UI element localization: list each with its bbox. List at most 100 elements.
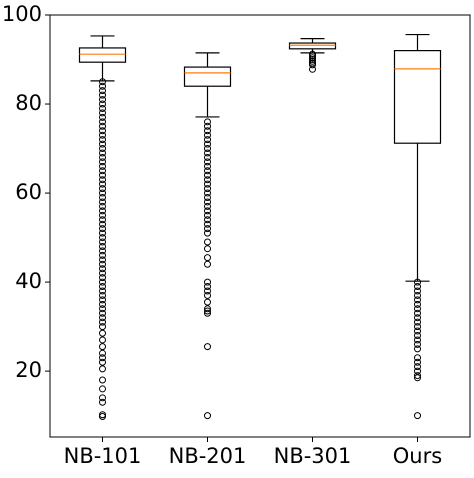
- outlier: [99, 343, 106, 351]
- outlier: [204, 122, 211, 130]
- outlier: [99, 122, 106, 130]
- outlier: [99, 274, 106, 282]
- outlier: [204, 185, 211, 193]
- outlier: [99, 216, 106, 224]
- outlier: [204, 131, 211, 139]
- outlier: [414, 309, 421, 317]
- outlier: [204, 229, 211, 237]
- box: [288, 42, 337, 50]
- outlier: [99, 207, 106, 215]
- outlier: [99, 171, 106, 179]
- outlier: [99, 176, 106, 184]
- outlier: [99, 349, 106, 357]
- outlier: [414, 327, 421, 335]
- outlier: [99, 296, 106, 304]
- outlier: [99, 145, 106, 153]
- outlier: [204, 162, 211, 170]
- outlier: [99, 194, 106, 202]
- outlier: [414, 354, 421, 362]
- outlier: [99, 162, 106, 170]
- outlier: [204, 211, 211, 219]
- outlier: [414, 323, 421, 331]
- outlier: [99, 398, 106, 406]
- outlier: [414, 372, 421, 380]
- outlier: [204, 291, 211, 299]
- outlier: [414, 367, 421, 375]
- outlier: [99, 229, 106, 237]
- outlier: [414, 278, 421, 286]
- outlier: [99, 100, 106, 108]
- outlier: [99, 394, 106, 402]
- outlier: [204, 176, 211, 184]
- outlier: [99, 260, 106, 268]
- outlier: [414, 305, 421, 313]
- outlier: [99, 185, 106, 193]
- outlier: [99, 314, 106, 322]
- outlier: [99, 354, 106, 362]
- outlier: [99, 140, 106, 148]
- outlier: [99, 247, 106, 255]
- outlier: [204, 278, 211, 286]
- outlier: [204, 171, 211, 179]
- outlier: [99, 131, 106, 139]
- outlier: [204, 127, 211, 135]
- outlier: [204, 412, 211, 420]
- outlier: [204, 207, 211, 215]
- outlier: [99, 167, 106, 175]
- y-tick-label: 100: [2, 2, 42, 26]
- x-tick-label: NB-301: [274, 444, 352, 468]
- outlier: [99, 149, 106, 157]
- outlier: [99, 269, 106, 277]
- outlier: [204, 145, 211, 153]
- box: [183, 66, 232, 87]
- outlier: [99, 238, 106, 246]
- outlier: [99, 91, 106, 99]
- outlier: [204, 180, 211, 188]
- outlier: [204, 298, 211, 306]
- outlier: [99, 318, 106, 326]
- outlier: [414, 374, 421, 382]
- outlier: [99, 153, 106, 161]
- outlier: [204, 309, 211, 317]
- outlier: [204, 202, 211, 210]
- outlier: [204, 305, 211, 313]
- outlier: [99, 104, 106, 112]
- outlier: [204, 198, 211, 206]
- outlier: [204, 287, 211, 295]
- outlier: [414, 300, 421, 308]
- outlier: [204, 216, 211, 224]
- outlier: [99, 376, 106, 384]
- outlier: [414, 283, 421, 291]
- outlier: [99, 96, 106, 104]
- outlier: [204, 220, 211, 228]
- outlier: [204, 283, 211, 291]
- outlier: [99, 127, 106, 135]
- outlier: [204, 260, 211, 268]
- outlier: [204, 343, 211, 351]
- plot-frame: [49, 14, 471, 438]
- outlier: [99, 413, 106, 421]
- outlier: [99, 300, 106, 308]
- outlier: [99, 118, 106, 126]
- outlier: [99, 385, 106, 393]
- outlier: [414, 296, 421, 304]
- outlier: [204, 307, 211, 315]
- outlier: [99, 220, 106, 228]
- outlier: [414, 318, 421, 326]
- outlier: [414, 412, 421, 420]
- outlier: [204, 136, 211, 144]
- outlier: [99, 291, 106, 299]
- outlier: [204, 118, 211, 126]
- outlier: [204, 167, 211, 175]
- outlier: [99, 323, 106, 331]
- outlier: [204, 194, 211, 202]
- outlier: [414, 358, 421, 366]
- outlier: [99, 78, 106, 86]
- outlier: [414, 340, 421, 348]
- box: [393, 50, 442, 144]
- outlier: [99, 283, 106, 291]
- outlier: [99, 365, 106, 373]
- x-tick-label: NB-201: [169, 444, 247, 468]
- outlier: [99, 158, 106, 166]
